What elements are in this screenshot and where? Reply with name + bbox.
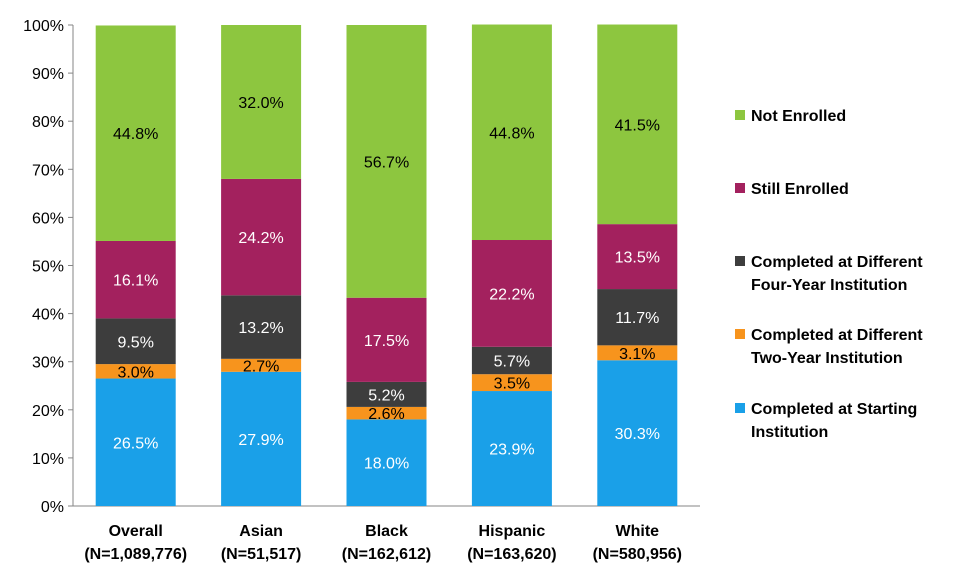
legend-swatch <box>735 403 745 413</box>
data-label: 2.6% <box>368 406 404 423</box>
data-label: 44.8% <box>489 125 534 142</box>
data-label: 18.0% <box>364 456 409 473</box>
y-tick-label: 70% <box>32 162 64 179</box>
data-label: 30.3% <box>615 426 660 443</box>
y-tick-label: 60% <box>32 210 64 227</box>
legend-swatch <box>735 256 745 266</box>
bar-segment <box>95 318 176 365</box>
bar-segment <box>597 360 678 506</box>
bar-segment <box>597 224 678 290</box>
y-tick-label: 20% <box>32 403 64 420</box>
data-label: 13.2% <box>238 320 283 337</box>
chart-data-labels: 26.5% 3.0% 9.5% 16.1% 44.8% 27.9% 2.7% 13.2% 24.… <box>113 95 660 473</box>
x-category-label: White <box>616 523 660 540</box>
x-category-label: (N=1,089,776) <box>84 546 187 563</box>
x-category-label: Hispanic <box>479 523 546 540</box>
data-label: 27.9% <box>238 432 283 449</box>
bar-segment <box>221 371 302 506</box>
data-label: 16.1% <box>113 273 158 290</box>
bar-segment <box>471 24 552 241</box>
data-label: 23.9% <box>489 442 534 459</box>
x-category-label: Asian <box>239 523 283 540</box>
legend-swatch <box>735 110 745 120</box>
y-tick-label: 10% <box>32 451 64 468</box>
bar-segment <box>471 240 552 347</box>
chart-category-labels: Overall (N=1,089,776) Asian (N=51,517) Black… <box>84 523 682 563</box>
data-label: 9.5% <box>117 334 153 351</box>
bar-segment <box>221 178 302 296</box>
x-category-label: Overall <box>109 523 163 540</box>
data-label: 41.5% <box>615 117 660 134</box>
y-tick-label: 90% <box>32 66 64 83</box>
x-category-label: (N=51,517) <box>221 546 302 563</box>
data-label: 13.5% <box>615 250 660 267</box>
legend-label: Still Enrolled <box>751 181 849 198</box>
bar-segment <box>597 345 678 361</box>
legend-label: Completed at Different Two-Year Instituti… <box>751 327 923 367</box>
legend-swatch <box>735 183 745 193</box>
bar-segment <box>95 25 176 241</box>
legend-label: Not Enrolled <box>751 108 847 125</box>
data-label: 5.2% <box>368 387 404 404</box>
bar-segment <box>597 24 678 225</box>
data-label: 17.5% <box>364 333 409 350</box>
data-label: 22.2% <box>489 286 534 303</box>
data-label: 56.7% <box>364 154 409 171</box>
legend-item: Completed at Different Four-Year Institut… <box>735 251 951 297</box>
data-label: 26.5% <box>113 435 158 452</box>
bar-segment <box>346 25 427 298</box>
y-tick-label: 50% <box>32 259 64 276</box>
bar-segment <box>95 364 176 379</box>
data-label: 44.8% <box>113 126 158 143</box>
y-tick-label: 30% <box>32 355 64 372</box>
data-label: 2.7% <box>243 358 279 375</box>
data-label: 3.0% <box>117 364 153 381</box>
bar-segment <box>95 378 176 506</box>
bar-segment <box>597 289 678 346</box>
data-label: 32.0% <box>238 95 283 112</box>
bar-segment <box>471 346 552 375</box>
legend-swatch <box>735 329 745 339</box>
chart-axes: 0% 10% 20% 30% 40% 50% 60% 70% 80% 90% 100% <box>23 18 700 516</box>
legend-label: Completed at Different Four-Year Institut… <box>751 254 923 294</box>
x-category-label: (N=580,956) <box>593 546 682 563</box>
data-label: 24.2% <box>238 230 283 247</box>
y-tick-label: 80% <box>32 114 64 131</box>
bar-segment <box>221 295 302 359</box>
bar-segment <box>471 374 552 392</box>
y-tick-label: 40% <box>32 307 64 324</box>
data-label: 3.5% <box>494 376 530 393</box>
data-label: 11.7% <box>615 310 659 327</box>
legend-item: Not Enrolled <box>735 105 951 128</box>
legend-item: Completed at Starting Institution <box>735 398 951 444</box>
legend-item: Still Enrolled <box>735 178 951 201</box>
bar-segment <box>221 25 302 179</box>
data-label: 3.1% <box>619 346 655 363</box>
x-category-label: Black <box>365 523 408 540</box>
bar-segment <box>346 406 427 420</box>
bar-segment <box>346 419 427 506</box>
bar-segment <box>221 358 302 372</box>
bar-segment <box>346 297 427 382</box>
y-tick-label: 0% <box>41 499 64 516</box>
bar-segment <box>95 240 176 319</box>
bar-segment <box>346 381 427 407</box>
y-tick-label: 100% <box>23 18 64 35</box>
x-category-label: (N=163,620) <box>467 546 556 563</box>
x-category-label: (N=162,612) <box>342 546 431 563</box>
chart-bars <box>95 24 678 506</box>
legend-label: Completed at Starting Institution <box>751 401 918 441</box>
data-label: 5.7% <box>494 353 530 370</box>
bar-segment <box>471 391 552 506</box>
legend-item: Completed at Different Two-Year Instituti… <box>735 324 951 370</box>
